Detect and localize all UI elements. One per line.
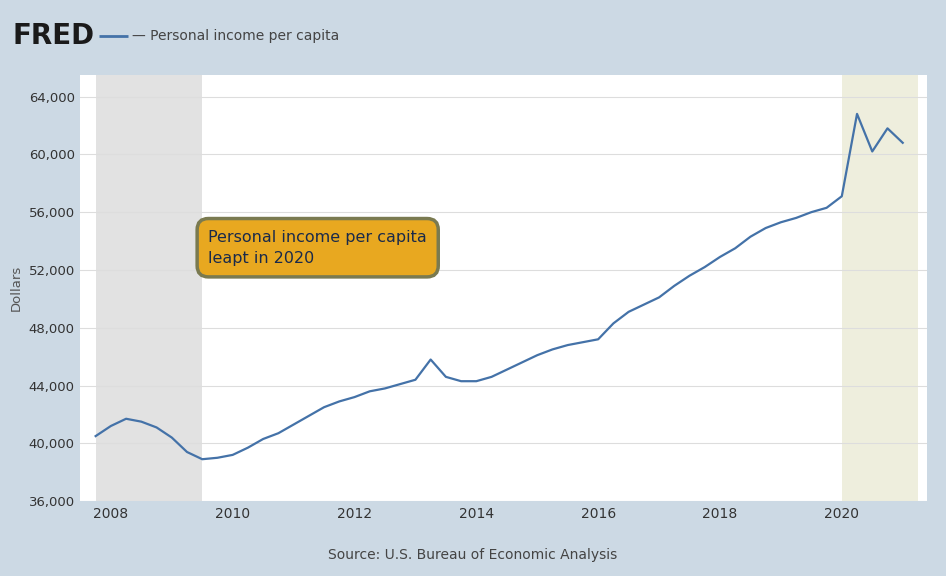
Bar: [842, 75, 918, 501]
Text: FRED: FRED: [12, 22, 95, 51]
Text: — Personal income per capita: — Personal income per capita: [132, 29, 340, 43]
Text: Source: U.S. Bureau of Economic Analysis: Source: U.S. Bureau of Economic Analysis: [328, 548, 618, 562]
Bar: [96, 75, 202, 501]
Y-axis label: Dollars: Dollars: [10, 265, 23, 311]
Text: Personal income per capita
leapt in 2020: Personal income per capita leapt in 2020: [208, 230, 427, 266]
